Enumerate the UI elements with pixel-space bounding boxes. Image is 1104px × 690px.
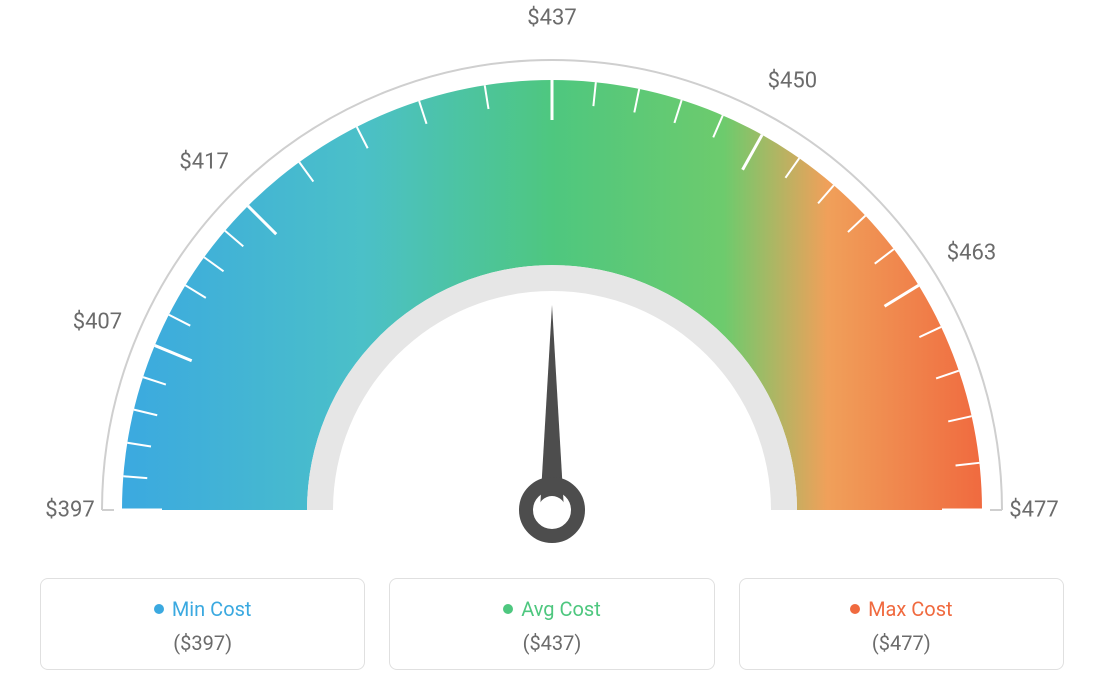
legend-value-min: ($397) [53,631,352,655]
gauge-tick-label: $397 [45,498,94,523]
legend-label-max: Max Cost [868,597,953,621]
gauge-tick-label: $417 [179,150,228,175]
gauge-tick-label: $437 [527,6,576,31]
legend-dot-max [850,604,860,614]
legend-min: Min Cost ($397) [40,578,365,670]
legend-avg: Avg Cost ($437) [389,578,714,670]
legend-value-avg: ($437) [402,631,701,655]
gauge-svg [0,0,1104,560]
legend-row: Min Cost ($397) Avg Cost ($437) Max Cost… [40,578,1064,670]
legend-dot-min [154,604,164,614]
gauge-tick-label: $463 [947,240,996,265]
gauge-tick-label: $407 [73,309,122,334]
legend-max: Max Cost ($477) [739,578,1064,670]
gauge-tick-label: $450 [768,68,817,93]
legend-label-avg: Avg Cost [521,597,601,621]
gauge-chart: $397 $407 $417 $437 $450 $463 $477 [0,0,1104,560]
legend-label-min: Min Cost [172,597,252,621]
legend-dot-avg [503,604,513,614]
cost-gauge-widget: $397 $407 $417 $437 $450 $463 $477 Min Cost ($… [0,0,1104,690]
gauge-tick-label: $477 [1009,498,1058,523]
legend-value-max: ($477) [752,631,1051,655]
